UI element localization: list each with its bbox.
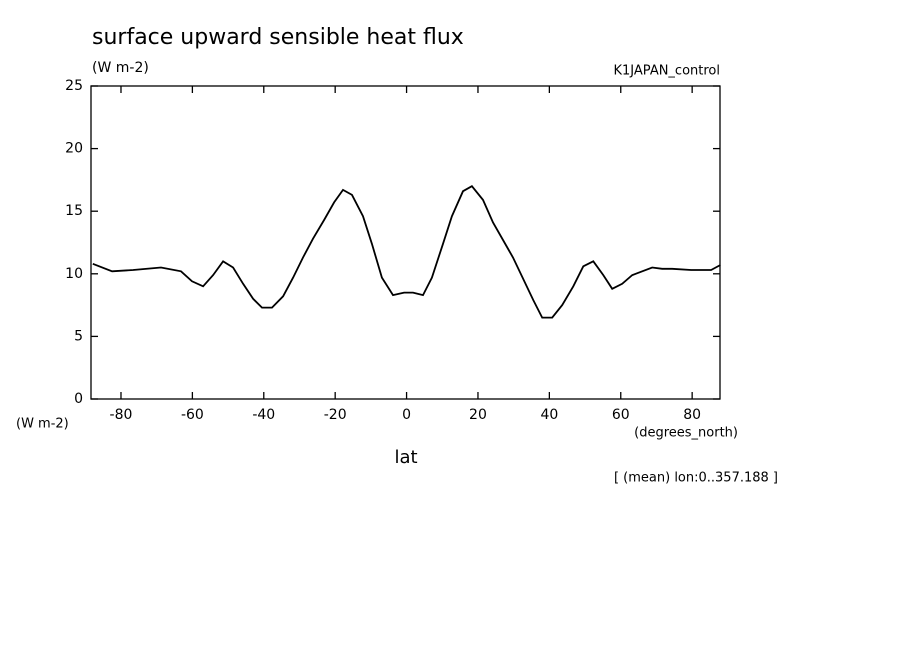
annotation: K1JAPAN_control <box>614 64 720 79</box>
x-tick-label: 0 <box>402 407 411 423</box>
y-tick-label: 5 <box>74 328 83 344</box>
x-units: (degrees_north) <box>634 426 738 441</box>
x-tick-label: -40 <box>252 407 275 423</box>
x-tick-label: 60 <box>612 407 630 423</box>
subtitle: (W m-2) <box>92 60 149 76</box>
y-tick-label: 20 <box>65 141 83 157</box>
y-units: (W m-2) <box>16 417 69 432</box>
y-tick-label: 15 <box>65 203 83 219</box>
y-tick-label: 10 <box>65 266 83 282</box>
x-tick-label: -20 <box>324 407 347 423</box>
x-tick-label: -60 <box>181 407 204 423</box>
y-tick-label: 0 <box>74 391 83 407</box>
chart-title: surface upward sensible heat flux <box>92 25 464 50</box>
data-line <box>92 185 721 319</box>
y-tick-label: 25 <box>65 78 83 94</box>
x-tick-label: 20 <box>469 407 487 423</box>
x-tick-label: 80 <box>683 407 701 423</box>
x-axis-label: lat <box>394 447 417 468</box>
x-tick-label: -80 <box>110 407 133 423</box>
plot-frame <box>90 85 721 400</box>
footnote: [ (mean) lon:0..357.188 ] <box>614 471 778 486</box>
x-tick-label: 40 <box>540 407 558 423</box>
